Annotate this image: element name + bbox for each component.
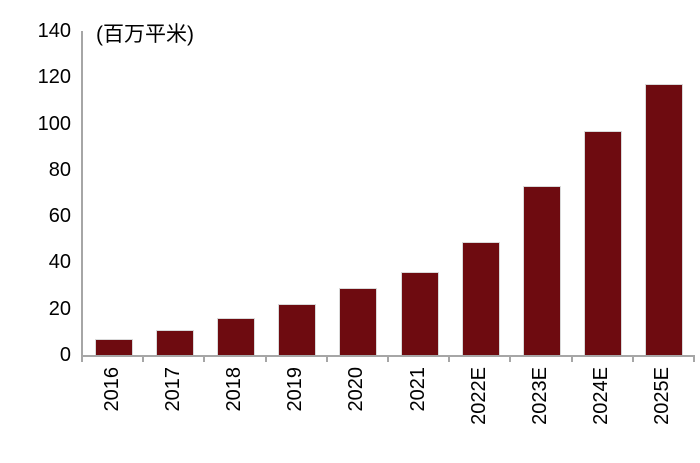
x-tick-mark (265, 357, 267, 362)
y-tick-label-80: 80 (48, 159, 71, 181)
bar-2024E (584, 131, 623, 355)
y-tick-label-0: 0 (59, 344, 71, 366)
y-tick-label-100: 100 (37, 113, 71, 135)
bar-2020 (339, 288, 378, 355)
x-tick-mark (448, 357, 450, 362)
bar-2025E (645, 84, 684, 355)
x-tick-mark (509, 357, 511, 362)
y-tick-label-140: 140 (37, 20, 71, 42)
bar-2023E (523, 186, 561, 355)
bar-2019 (278, 304, 317, 355)
unit-label: (百万平米) (96, 23, 194, 46)
bar-2017 (155, 330, 194, 355)
y-tick-label-60: 60 (48, 205, 71, 227)
plot-area (81, 31, 695, 357)
x-tick-mark (326, 357, 328, 362)
bar-2018 (217, 318, 255, 355)
y-tick-label-120: 120 (37, 66, 71, 88)
y-tick-label-40: 40 (48, 251, 71, 273)
bar-2021 (400, 272, 439, 355)
bar-2022E (461, 242, 500, 355)
x-tick-mark (571, 357, 573, 362)
y-tick-label-20: 20 (48, 298, 71, 320)
x-tick-mark (203, 357, 205, 362)
x-tick-mark (632, 357, 634, 362)
x-tick-mark (387, 357, 389, 362)
x-tick-mark (142, 357, 144, 362)
x-tick-mark (693, 357, 695, 362)
x-tick-mark (81, 357, 83, 362)
bar-2016 (94, 339, 133, 355)
